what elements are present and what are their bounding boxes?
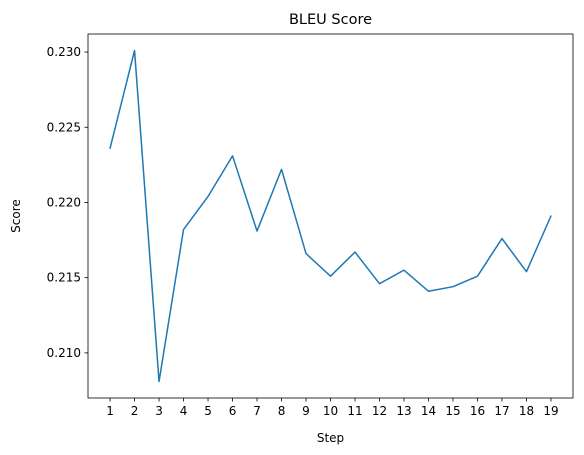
plot-frame (87, 33, 574, 399)
x-tick-label: 11 (347, 404, 362, 418)
x-tick-label: 13 (396, 404, 411, 418)
data-point (476, 275, 478, 277)
x-tick-label: 10 (323, 404, 338, 418)
x-tick-label: 2 (131, 404, 139, 418)
x-tick-label: 6 (229, 404, 237, 418)
y-axis-label: Score (9, 199, 23, 233)
data-point (281, 168, 283, 170)
x-axis-label: Step (317, 431, 344, 445)
data-point (134, 50, 136, 52)
data-point (232, 155, 234, 157)
x-tick-label: 14 (421, 404, 436, 418)
x-tick-label: 9 (302, 404, 310, 418)
bleu-score-series-line (109, 49, 552, 383)
x-tick-label: 19 (543, 404, 558, 418)
x-tick-label: 3 (155, 404, 163, 418)
x-tick-label: 7 (253, 404, 261, 418)
data-point (378, 283, 380, 285)
x-tick-label: 4 (180, 404, 188, 418)
data-point (501, 238, 503, 240)
x-axis-ticks: 1 2 3 4 5 6 7 8 9 10 11 12 13 14 15 16 17 18 19 (106, 398, 559, 418)
y-tick-label: 0.210 (47, 346, 81, 360)
chart-title: BLEU Score (289, 12, 372, 28)
y-axis-ticks: 0.210 0.215 0.220 0.225 0.230 (47, 45, 88, 360)
x-tick-label: 17 (494, 404, 509, 418)
y-tick-label: 0.230 (47, 45, 81, 59)
data-point (525, 271, 527, 273)
y-tick-label: 0.225 (47, 120, 81, 134)
y-tick-label: 0.220 (47, 195, 81, 209)
data-point (427, 290, 429, 292)
bleu-score-series-points (109, 50, 552, 383)
data-point (256, 230, 258, 232)
x-tick-label: 18 (519, 404, 534, 418)
data-point (354, 251, 356, 253)
x-tick-label: 8 (278, 404, 286, 418)
x-tick-label: 1 (106, 404, 114, 418)
data-point (452, 286, 454, 288)
data-point (183, 229, 185, 231)
y-tick-label: 0.215 (47, 271, 81, 285)
data-point (550, 215, 552, 217)
data-point (305, 253, 307, 255)
x-tick-label: 5 (204, 404, 212, 418)
data-point (207, 195, 209, 197)
data-point (109, 147, 111, 149)
x-tick-label: 16 (470, 404, 485, 418)
data-point (330, 275, 332, 277)
data-point (158, 380, 160, 382)
x-tick-label: 12 (372, 404, 387, 418)
data-point (403, 269, 405, 271)
x-tick-label: 15 (445, 404, 460, 418)
